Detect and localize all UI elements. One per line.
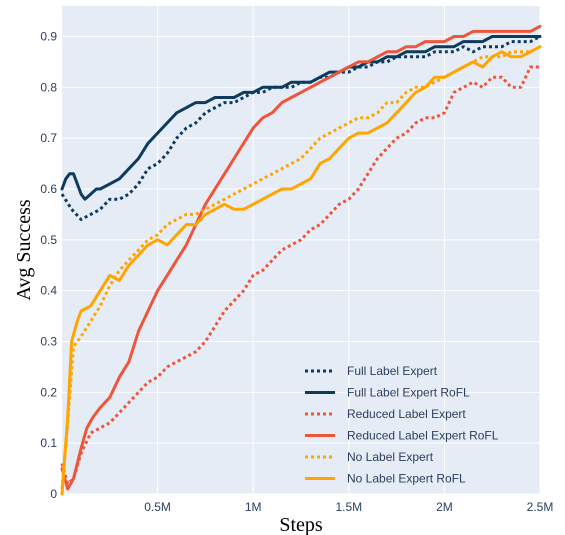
legend: Full Label Expert Full Label Expert RoFL R… bbox=[305, 364, 499, 486]
y-tick-label: 0 bbox=[50, 487, 57, 501]
series-line bbox=[60, 24, 542, 491]
y-tick-label: 0.9 bbox=[40, 30, 57, 44]
y-axis-title: Avg Success bbox=[13, 199, 35, 300]
y-tick-label: 0.4 bbox=[40, 284, 57, 298]
y-tick-label: 0.8 bbox=[40, 80, 57, 94]
legend-label: Reduced Label Expert RoFL bbox=[347, 429, 499, 443]
series-line bbox=[60, 65, 540, 486]
legend-label: Full Label Expert bbox=[347, 364, 438, 378]
y-tick-label: 0.1 bbox=[40, 436, 57, 450]
y-tick-label: 0.3 bbox=[40, 335, 57, 349]
x-tick-label: 2M bbox=[436, 500, 453, 514]
y-tick-label: 0.2 bbox=[40, 385, 57, 399]
x-tick-label: 0.5M bbox=[144, 500, 171, 514]
y-tick-label: 0.6 bbox=[40, 182, 57, 196]
legend-label: No Label Expert bbox=[347, 450, 434, 464]
series-lines bbox=[60, 24, 542, 496]
y-tick-label: 0.7 bbox=[40, 131, 57, 145]
series-line bbox=[60, 45, 542, 496]
series-line bbox=[60, 35, 542, 201]
x-axis-title: Steps bbox=[279, 514, 323, 535]
x-tick-label: 1M bbox=[245, 500, 262, 514]
y-tick-label: 0.5 bbox=[40, 233, 57, 247]
tick-labels: 0 0.1 0.2 0.3 0.4 0.5 0.6 0.7 0.8 0.9 0.5M 1M 1.5M 2M… bbox=[40, 30, 553, 515]
legend-label: Reduced Label Expert bbox=[347, 407, 466, 421]
x-tick-label: 1.5M bbox=[335, 500, 362, 514]
legend-label: No Label Expert RoFL bbox=[347, 472, 466, 486]
legend-label: Full Label Expert RoFL bbox=[347, 386, 470, 400]
plot-area-background bbox=[62, 6, 540, 494]
x-tick-label: 2.5M bbox=[527, 500, 554, 514]
